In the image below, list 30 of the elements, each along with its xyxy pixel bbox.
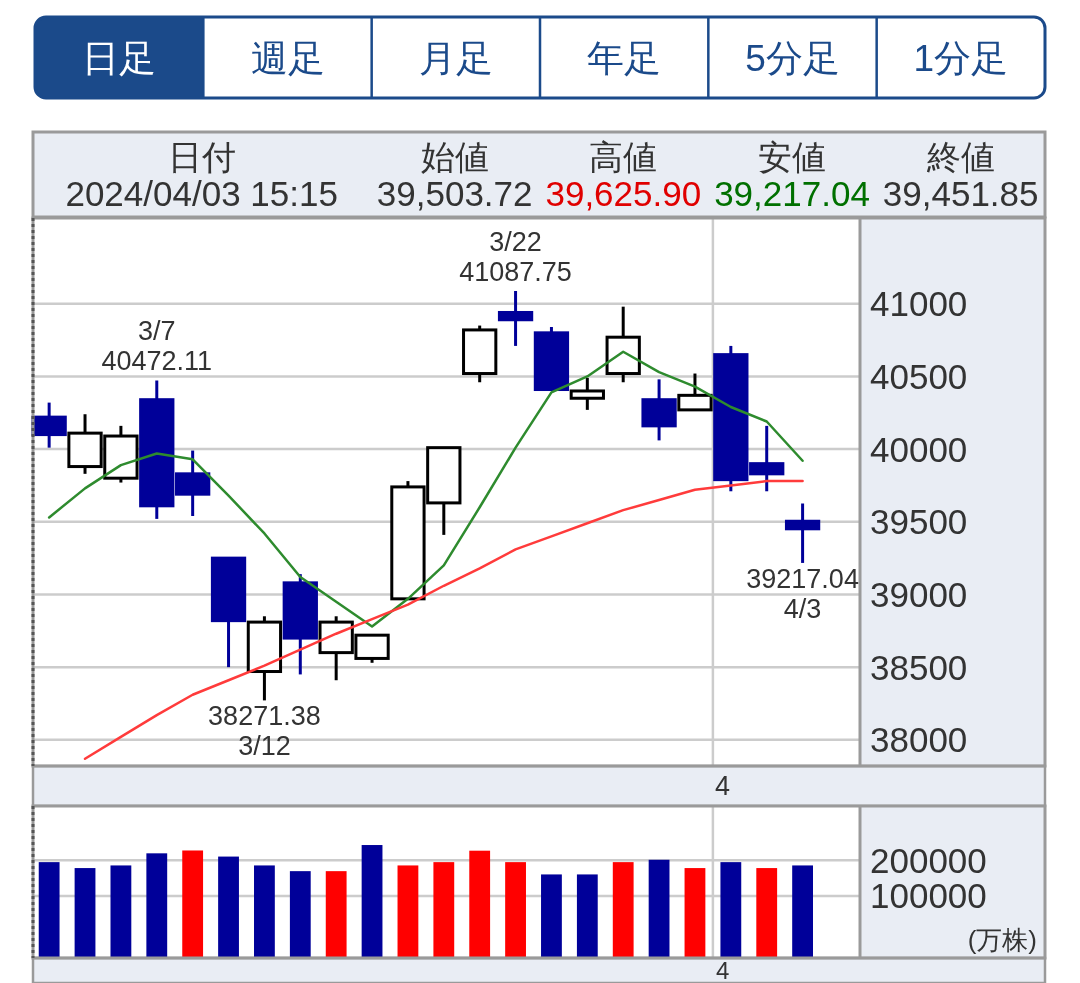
- y-tick-label: 39500: [870, 502, 968, 542]
- y-tick-label: 40500: [870, 356, 968, 396]
- tab-label: 1分足: [913, 38, 1009, 79]
- annotation: 3/22 41087.75: [459, 227, 572, 287]
- annotation: 38271.38 3/12: [208, 701, 321, 762]
- x-tick-label: 4: [715, 957, 730, 983]
- annotation: 39217.04 4/3: [746, 563, 859, 624]
- header-label: 日付: [167, 137, 236, 176]
- y-tick-label: 40000: [870, 429, 968, 469]
- tab-label: 週足: [250, 38, 325, 79]
- y-axis-title: (万株): [967, 925, 1037, 955]
- y-tick-label: 41000: [870, 284, 968, 324]
- y-tick-label: 39000: [870, 575, 968, 614]
- header-value: 39,217.04: [714, 173, 870, 213]
- header-label: 終値: [926, 137, 995, 176]
- y-tick-label: 38500: [870, 647, 968, 687]
- tab-label: 年足: [587, 38, 662, 79]
- header-value: 39,503.72: [376, 173, 533, 213]
- header-value: 39,625.90: [545, 173, 702, 213]
- header-value: 2024/04/03 15:15: [65, 173, 338, 213]
- tab-label: 日足: [82, 38, 157, 79]
- x-tick-label: 4: [715, 771, 731, 801]
- header-label: 始値: [420, 137, 489, 176]
- tab-label: 5分足: [745, 38, 840, 79]
- y-tick-label: 38000: [870, 720, 968, 760]
- annotation: 3/7 40472.11: [101, 316, 213, 377]
- header-value: 39,451.85: [882, 173, 1039, 213]
- header-label: 高値: [589, 137, 658, 176]
- tab-label: 月足: [418, 38, 493, 79]
- header-label: 安値: [758, 137, 826, 176]
